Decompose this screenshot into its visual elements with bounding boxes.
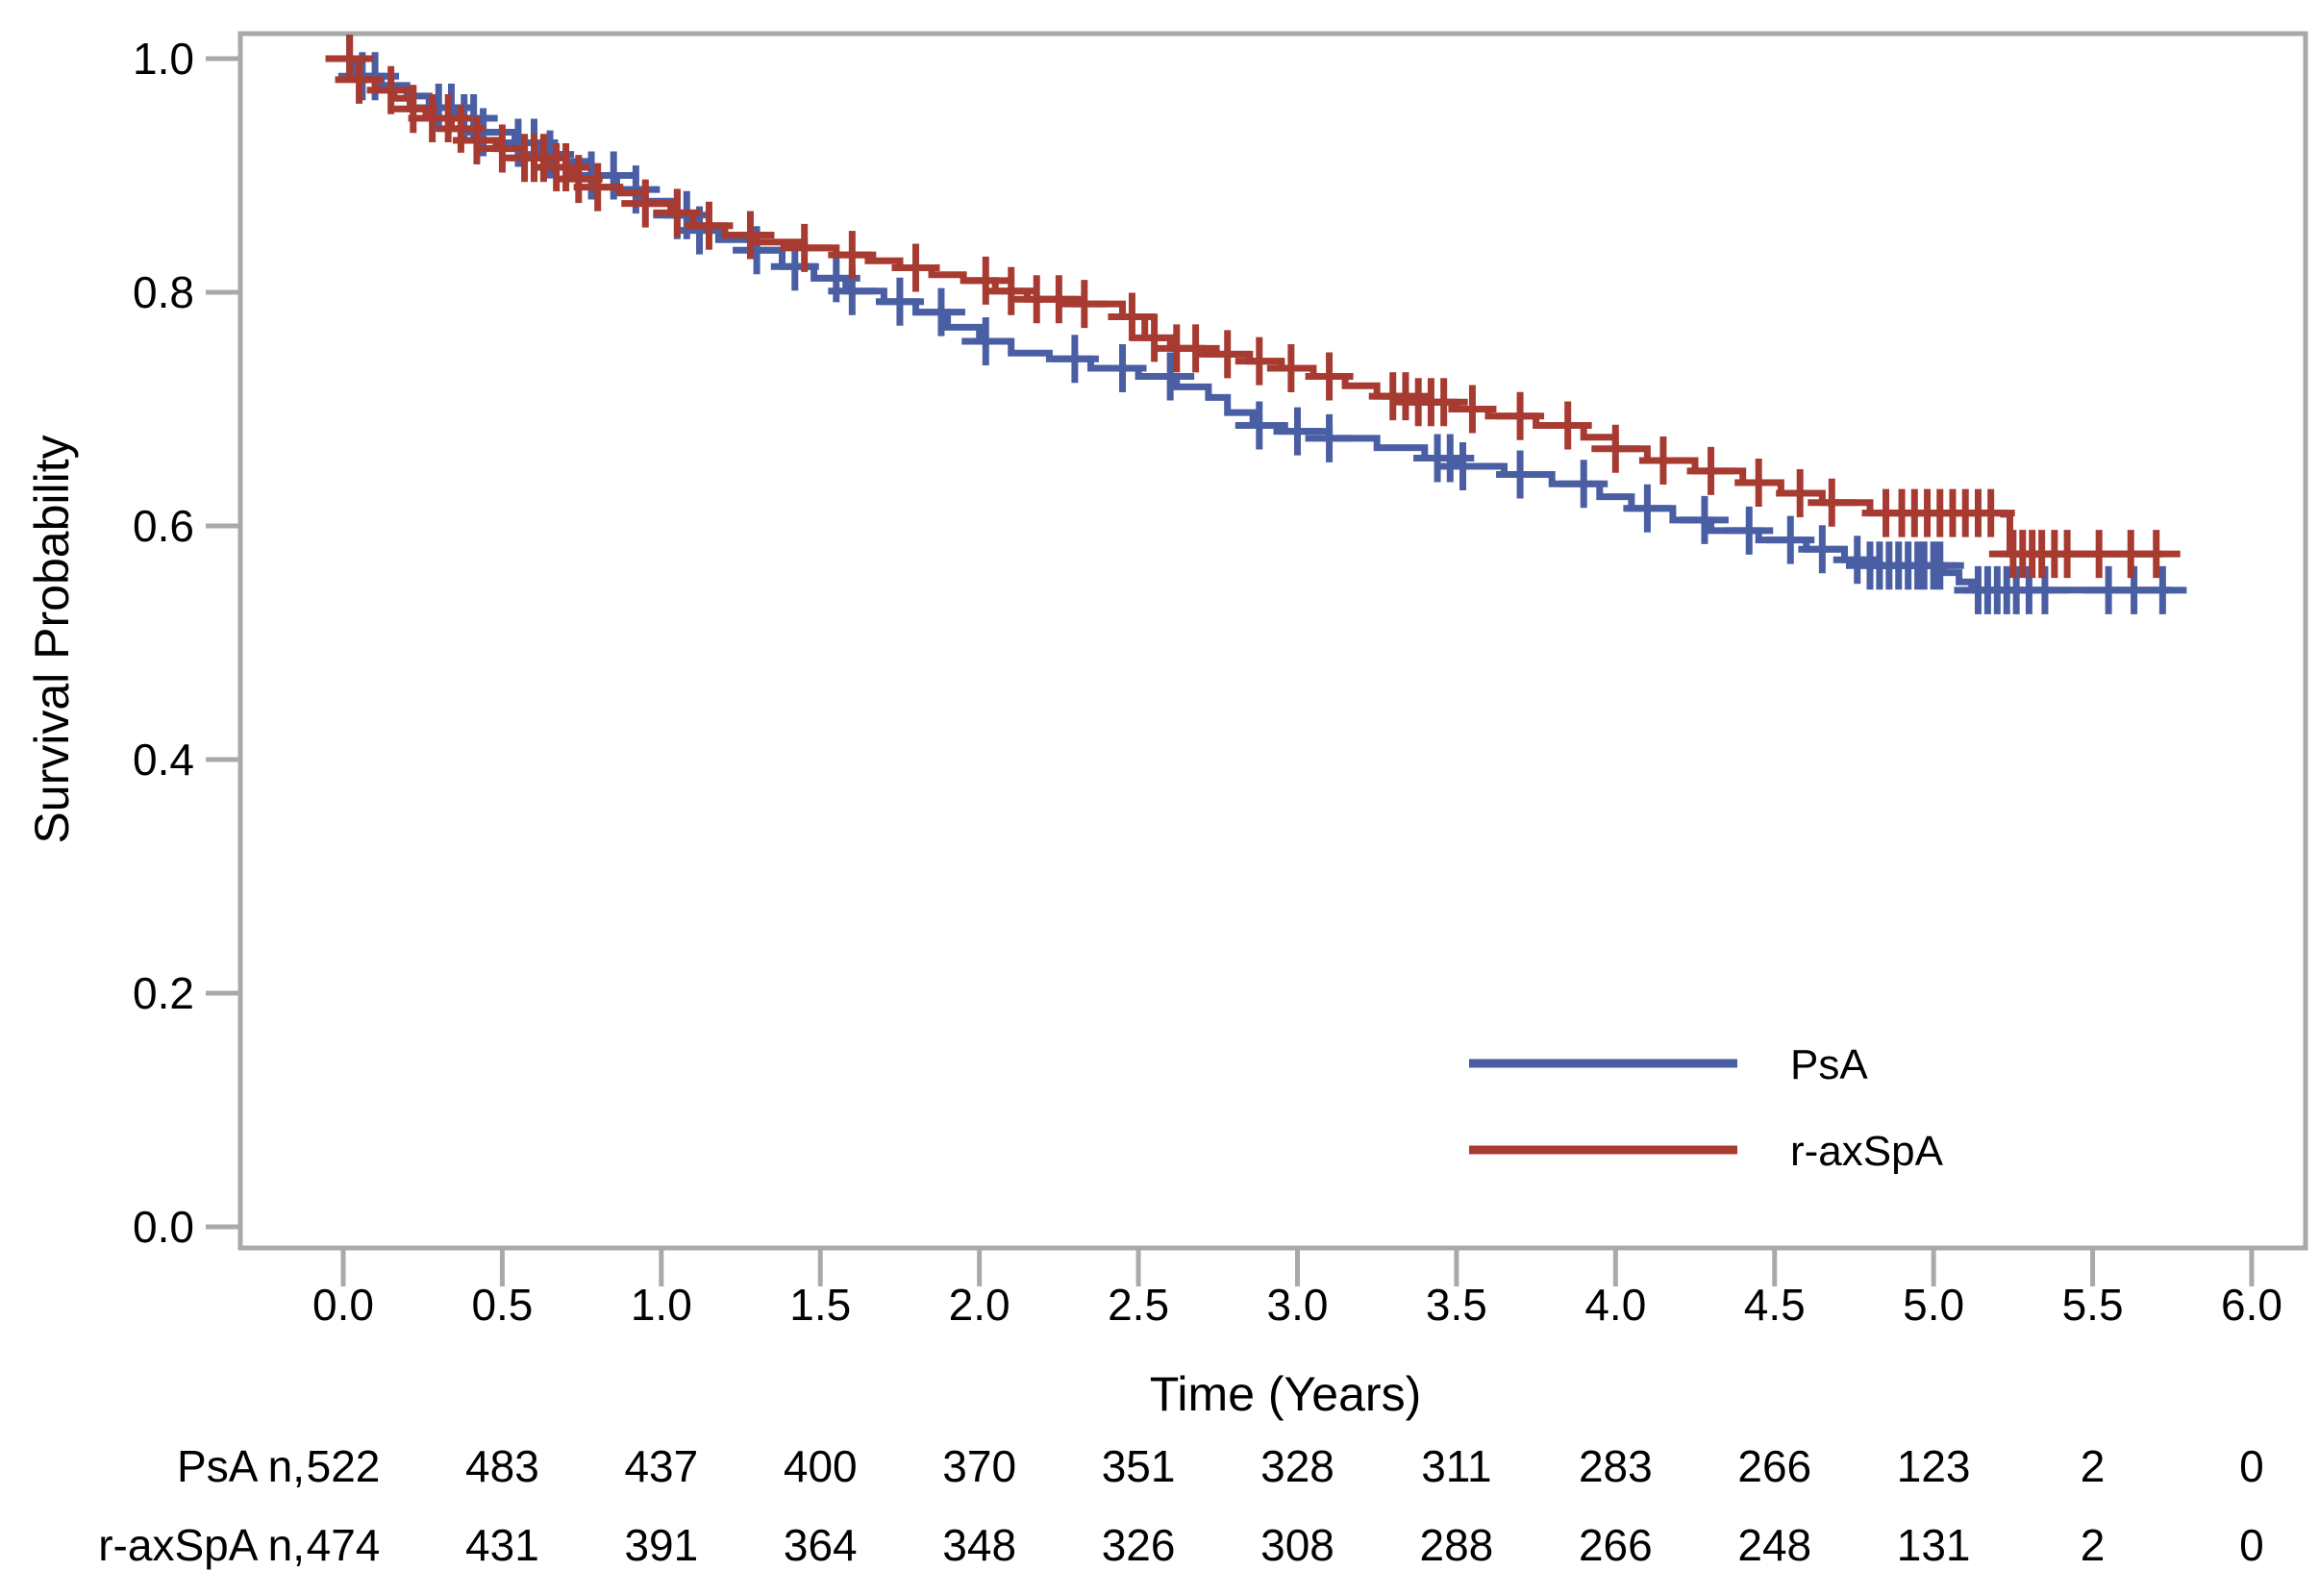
y-tick-label: 0.6 — [133, 501, 194, 551]
axes-layer: 1.0 0.8 0.6 0.4 0.2 0.0 0.0 0.5 1.0 1.5 2.0 2.5 3.0 3… — [133, 31, 2308, 1330]
y-tick-label: 0.8 — [133, 267, 194, 317]
x-axis-title: Time (Years) — [1150, 1367, 1421, 1421]
risk-value: 308 — [1260, 1520, 1334, 1570]
risk-value: 2 — [2081, 1441, 2106, 1491]
risk-value: 248 — [1737, 1520, 1811, 1570]
raxspa-survival-curve — [343, 55, 2163, 558]
curves-layer — [325, 35, 2187, 614]
x-tick-label: 0.5 — [471, 1280, 533, 1330]
y-axis-title: Survival Probability — [25, 435, 79, 843]
x-tick-label: 3.0 — [1267, 1280, 1329, 1330]
x-tick-label: 2.0 — [949, 1280, 1010, 1330]
legend: PsA r-axSpA — [1469, 1041, 1944, 1175]
risk-value: 288 — [1420, 1520, 1494, 1570]
risk-value: 266 — [1737, 1441, 1811, 1491]
risk-value: 0 — [2239, 1441, 2264, 1491]
risk-value: 474 — [307, 1520, 381, 1570]
risk-value: 2 — [2081, 1520, 2106, 1570]
risk-value: 370 — [942, 1441, 1016, 1491]
x-tick-label: 5.5 — [2062, 1280, 2124, 1330]
y-tick-label: 1.0 — [133, 34, 194, 84]
x-tick-label: 6.0 — [2221, 1280, 2282, 1330]
risk-value: 0 — [2239, 1520, 2264, 1570]
risk-value: 326 — [1102, 1520, 1176, 1570]
risk-value: 131 — [1897, 1520, 1971, 1570]
risk-value: 364 — [784, 1520, 858, 1570]
risk-value: 123 — [1897, 1441, 1971, 1491]
risk-value: 351 — [1102, 1441, 1176, 1491]
risk-row-label-psa: PsA n, — [177, 1441, 305, 1491]
risk-value: 348 — [942, 1520, 1016, 1570]
risk-value: 400 — [784, 1441, 858, 1491]
psa-censor-marks — [325, 35, 2187, 614]
x-tick-label: 1.5 — [789, 1280, 851, 1330]
y-tick-label: 0.0 — [133, 1202, 194, 1252]
risk-table-values-layer: 522 483 437 400 370 351 328 311 283 266 123 2 0 474 43… — [307, 1441, 2264, 1570]
legend-label-psa: PsA — [1790, 1041, 1868, 1088]
x-tick-label: 4.5 — [1744, 1280, 1806, 1330]
y-tick-label: 0.4 — [133, 735, 194, 785]
risk-value: 391 — [624, 1520, 698, 1570]
risk-value: 522 — [307, 1441, 381, 1491]
y-tick-label: 0.2 — [133, 968, 194, 1018]
raxspa-censor-marks — [325, 35, 2181, 579]
risk-value: 483 — [465, 1441, 539, 1491]
x-tick-label: 5.0 — [1903, 1280, 1964, 1330]
x-tick-label: 4.0 — [1584, 1280, 1646, 1330]
risk-value: 328 — [1260, 1441, 1334, 1491]
x-tick-label: 1.0 — [631, 1280, 692, 1330]
risk-value: 431 — [465, 1520, 539, 1570]
risk-value: 266 — [1579, 1520, 1653, 1570]
legend-label-raxspa: r-axSpA — [1790, 1128, 1944, 1175]
x-tick-label: 2.5 — [1108, 1280, 1169, 1330]
risk-value: 311 — [1421, 1441, 1491, 1491]
risk-value: 437 — [624, 1441, 698, 1491]
plot-frame — [237, 31, 2308, 1251]
x-tick-label: 0.0 — [312, 1280, 374, 1330]
risk-value: 283 — [1579, 1441, 1653, 1491]
x-tick-label: 3.5 — [1426, 1280, 1487, 1330]
risk-row-label-raxspa: r-axSpA n, — [98, 1520, 305, 1570]
